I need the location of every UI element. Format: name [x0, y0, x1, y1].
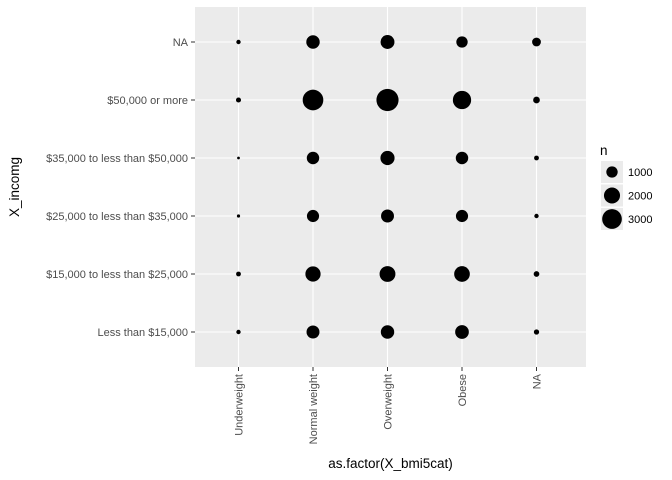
- data-point: [452, 90, 472, 110]
- data-point: [456, 36, 468, 48]
- data-point: [235, 97, 242, 103]
- data-point: [454, 266, 470, 282]
- x-axis: Underweight Normal weight Overweight Obese N…: [234, 367, 544, 444]
- data-point: [306, 325, 320, 339]
- y-axis-title: X_incomg: [7, 157, 22, 217]
- data-point: [302, 89, 324, 111]
- legend-key-point: [606, 166, 618, 178]
- data-point: [379, 266, 396, 282]
- x-tick-label: Obese: [457, 374, 469, 406]
- legend-entries: 1000 2000 3000: [601, 161, 652, 230]
- data-points: [235, 35, 541, 339]
- y-tick-label: $35,000 to less than $50,000: [46, 153, 188, 165]
- data-point: [306, 209, 320, 223]
- legend: n 1000 2000 3000: [600, 143, 652, 230]
- data-point: [533, 271, 540, 277]
- data-point: [533, 329, 540, 335]
- y-tick-label: $25,000 to less than $35,000: [46, 211, 188, 223]
- legend-title: n: [600, 143, 608, 158]
- data-point: [534, 213, 539, 219]
- x-tick-label: Underweight: [234, 374, 246, 436]
- data-point: [380, 325, 395, 339]
- y-tick-label: $50,000 or more: [107, 95, 188, 107]
- data-point: [380, 150, 395, 166]
- data-point: [455, 325, 469, 339]
- legend-label: 2000: [628, 191, 652, 203]
- data-point: [534, 155, 539, 161]
- data-point: [306, 151, 320, 165]
- data-point: [380, 35, 395, 49]
- y-axis: Less than $15,000 $15,000 to less than $2…: [46, 37, 195, 339]
- legend-key-point: [603, 187, 621, 204]
- x-tick-label: Normal weight: [308, 374, 320, 444]
- y-tick-label: NA: [173, 37, 189, 49]
- y-tick-label: $15,000 to less than $25,000: [46, 269, 188, 281]
- data-point: [236, 271, 241, 277]
- data-point: [455, 209, 469, 223]
- data-point: [376, 88, 399, 112]
- x-tick-label: NA: [532, 373, 544, 389]
- plot-panel: [195, 7, 586, 367]
- x-axis-title: as.factor(X_bmi5cat): [328, 456, 453, 471]
- x-tick-label: Overweight: [383, 374, 395, 430]
- legend-label: 3000: [628, 214, 652, 226]
- legend-label: 1000: [628, 167, 652, 179]
- data-point: [237, 156, 240, 160]
- data-point: [455, 151, 469, 165]
- data-point: [236, 329, 241, 335]
- data-point: [533, 96, 540, 104]
- data-point: [381, 209, 394, 223]
- data-point: [236, 39, 241, 45]
- legend-key-point: [602, 209, 622, 229]
- data-point: [306, 35, 320, 49]
- data-point: [532, 37, 541, 47]
- y-tick-label: Less than $15,000: [97, 327, 188, 339]
- data-point: [305, 266, 321, 282]
- data-point: [236, 214, 241, 218]
